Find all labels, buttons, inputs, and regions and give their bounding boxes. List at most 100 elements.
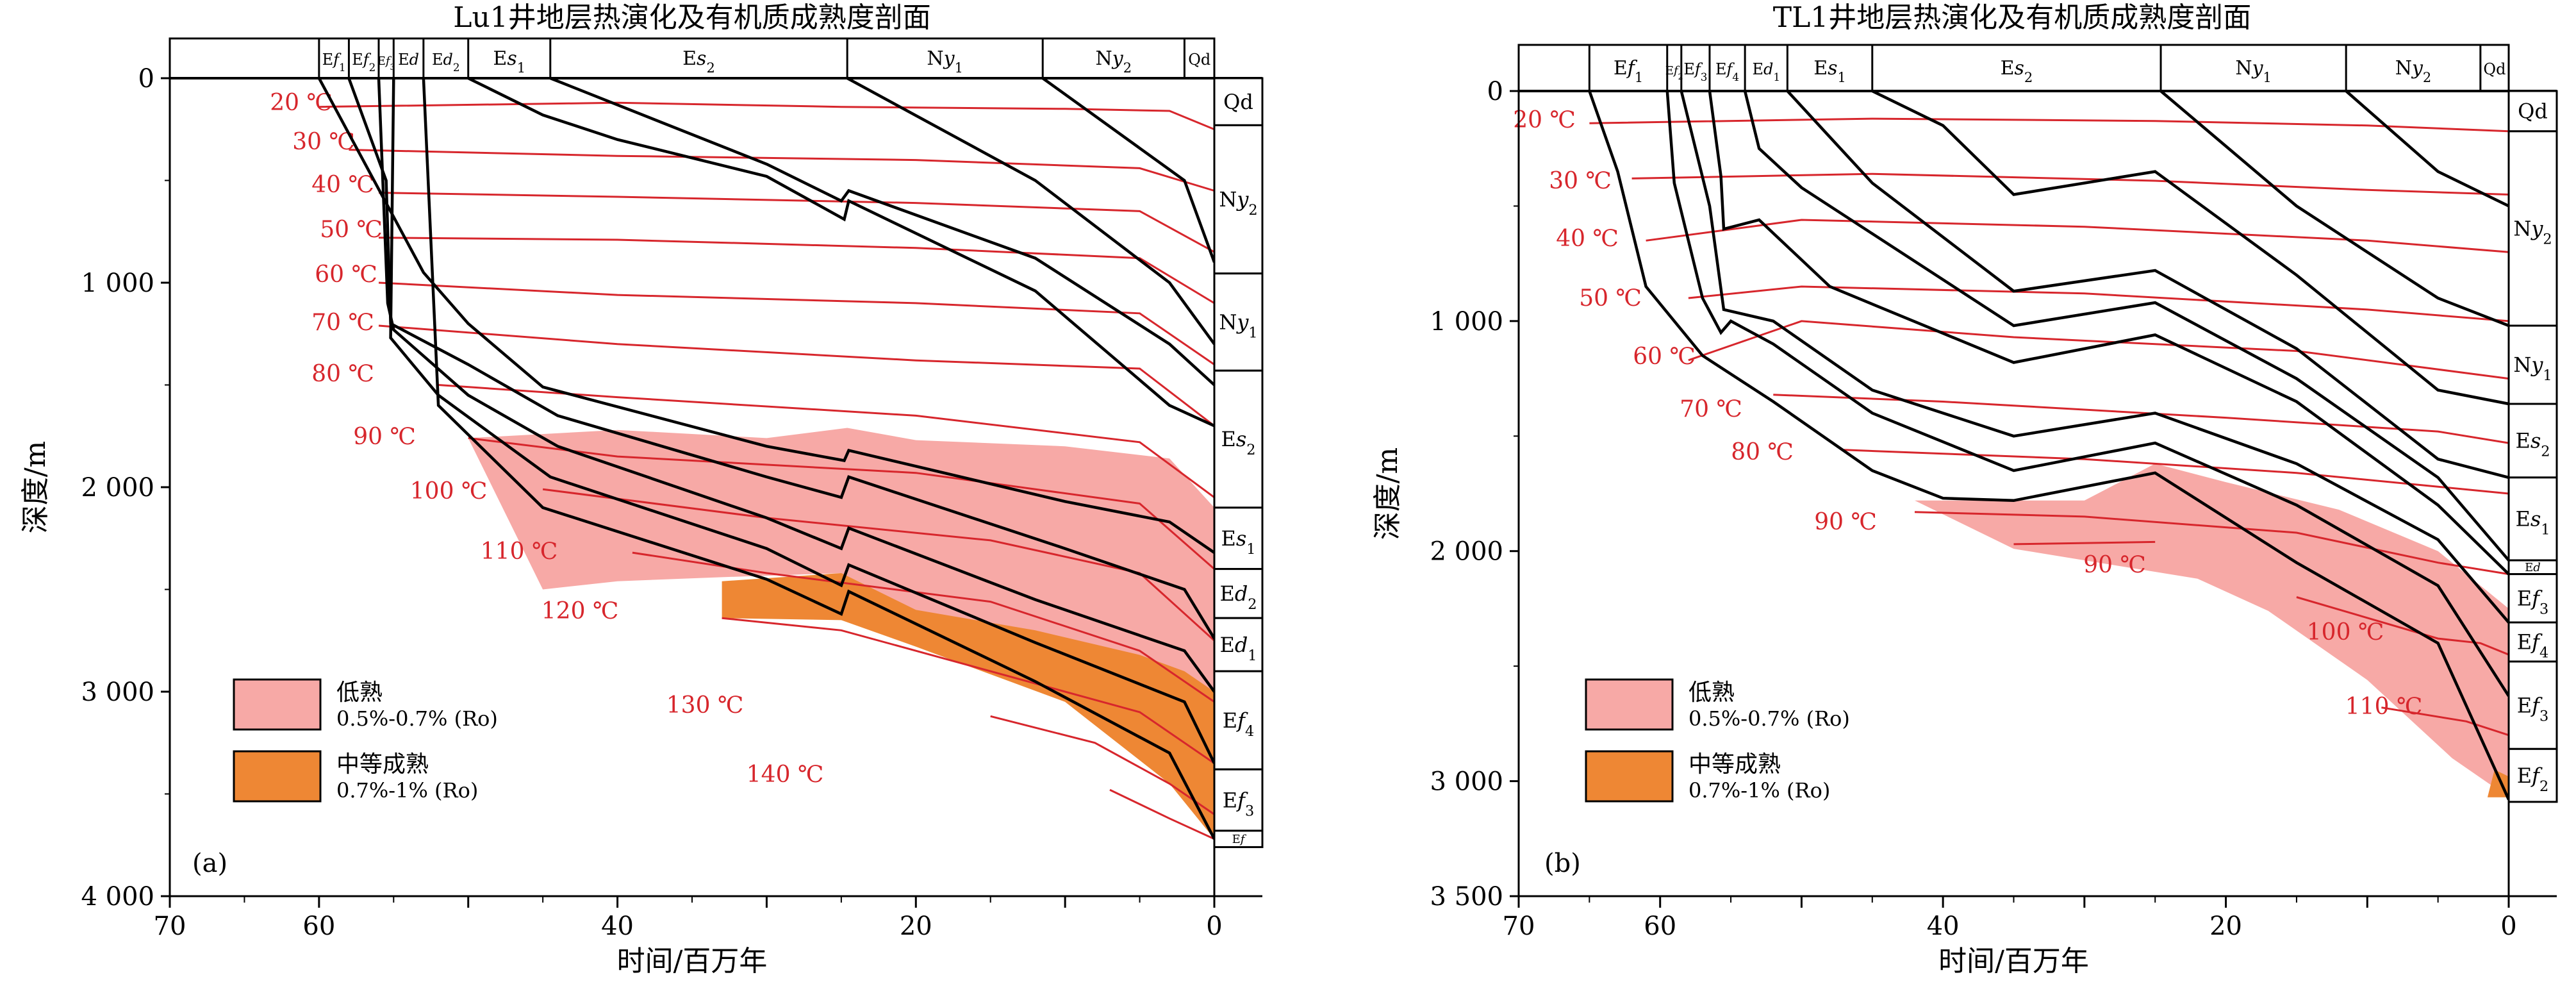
x-tick-label: 0 — [1206, 912, 1222, 941]
strata-header-label: Ny1 — [2235, 57, 2272, 85]
burial-curve — [1665, 90, 2510, 697]
strata-header-label: Ef2 — [352, 51, 376, 74]
isotherm-label: 30 ℃ — [292, 129, 355, 155]
isotherm-label: 80 ℃ — [311, 361, 374, 387]
strata-header-label: Ef4 — [1715, 60, 1739, 83]
x-axis-label: 时间/百万年 — [617, 945, 768, 978]
chart-title: TL1井地层热演化及有机质成熟度剖面 — [1773, 1, 2252, 34]
strata-header-label: Ny2 — [2395, 57, 2432, 85]
panel-label: (b) — [1544, 849, 1581, 878]
isotherm-line — [2381, 706, 2509, 737]
burial-curve — [1871, 89, 2509, 406]
legend-swatch-low — [233, 678, 322, 731]
chart-title: Lu1井地层热演化及有机质成熟度剖面 — [453, 1, 931, 34]
isotherm-line — [349, 149, 1215, 192]
isotherm-label: 50 ℃ — [320, 217, 383, 243]
isotherm-label: 70 ℃ — [311, 310, 374, 336]
strata-column-label: Ny1 — [1219, 310, 1257, 342]
isotherm-label: 100 ℃ — [2307, 619, 2384, 646]
strata-column-label: Ef3 — [1223, 788, 1254, 819]
isotherm-label: 60 ℃ — [1633, 344, 1696, 370]
isotherm-line — [378, 237, 1215, 304]
x-tick-label: 60 — [1644, 912, 1676, 941]
legend-label-mid: 中等成熟 — [1688, 751, 1781, 778]
strata-column-label: Ny1 — [2513, 353, 2552, 384]
strata-column-label: Qd — [2518, 99, 2548, 124]
strata-column-label: Ef3 — [2517, 586, 2548, 617]
legend-label-low: 低熟 — [1688, 680, 1735, 706]
isotherm-label: 40 ℃ — [1556, 226, 1619, 252]
strata-header-label: Ef1 — [1614, 57, 1643, 85]
strata-column-cell — [2507, 621, 2558, 663]
burial-curve — [2345, 90, 2509, 208]
strata-column-cell — [2507, 324, 2558, 405]
x-tick-label: 40 — [601, 912, 634, 941]
burial-curve — [347, 78, 1216, 640]
burial-curve — [1041, 77, 1216, 263]
burial-curve — [846, 77, 1216, 346]
x-tick-label: 60 — [302, 912, 335, 941]
strata-column-cell — [1213, 617, 1264, 672]
legend-swatch-mid — [233, 750, 322, 803]
isotherm-line — [1688, 320, 2509, 380]
y-tick-label: 2 000 — [1430, 537, 1503, 567]
burial-curve — [422, 78, 1216, 840]
strata-column-cell — [2507, 573, 2558, 624]
x-tick-label: 0 — [2500, 912, 2516, 941]
strata-header-label: Ed — [398, 51, 419, 69]
y-tick-label: 1 000 — [1430, 307, 1503, 337]
strata-column-label: Ed1 — [1219, 633, 1257, 664]
burial-curve — [389, 78, 1216, 764]
strata-column-label: Ny2 — [2513, 217, 2552, 248]
strata-column-label: Ed2 — [1219, 581, 1257, 613]
strata-header-label: Es2 — [2001, 57, 2033, 85]
strata-column-label: Qd — [1223, 90, 1253, 114]
strata-column-cell — [2507, 403, 2558, 479]
y-axis-label: 深度/m — [19, 441, 52, 534]
strata-header-label: Ny2 — [1096, 47, 1132, 76]
strata-header-label: Es2 — [682, 47, 715, 76]
strata-header-label: Es1 — [493, 47, 525, 76]
strata-column-cell — [2507, 476, 2558, 562]
strata-column-label: Ef2 — [2517, 763, 2548, 795]
isotherm-line — [1844, 449, 2509, 495]
strata-header-box — [1517, 44, 2510, 92]
y-tick-label: 0 — [138, 64, 154, 94]
isotherm-line — [378, 324, 1215, 427]
y-axis-label: 深度/m — [1371, 447, 1404, 540]
burial-curve — [2159, 90, 2509, 328]
strata-column-cell — [1213, 568, 1264, 619]
isotherm-label: 110 ℃ — [2345, 694, 2422, 720]
isotherm-label: 80 ℃ — [1731, 439, 1794, 465]
strata-column-label: Ed — [2525, 561, 2541, 574]
legend-label-mid: 中等成熟 — [336, 751, 429, 778]
strata-column-cell — [2507, 747, 2558, 803]
isotherm-line — [1589, 117, 2509, 133]
isotherm-line — [1688, 285, 2509, 322]
isotherm-line — [1773, 394, 2509, 444]
isotherm-label: 110 ℃ — [481, 538, 557, 565]
x-tick-label: 70 — [1503, 912, 1535, 941]
isotherm-line — [542, 488, 1216, 642]
legend-sublabel-mid: 0.7%-1% (Ro) — [336, 778, 478, 803]
strata-header-label: Ny1 — [927, 47, 963, 76]
isotherm-line — [2013, 540, 2156, 546]
isotherm-label: 90 ℃ — [1814, 509, 1877, 535]
strata-header-label: Ef1 — [322, 51, 346, 74]
isotherm-label: 70 ℃ — [1680, 396, 1742, 422]
strata-column-label: Ef4 — [1223, 708, 1254, 740]
isotherm-line — [2296, 596, 2509, 656]
legend-label-low: 低熟 — [336, 680, 383, 706]
chart-panel-a: Lu1井地层热演化及有机质成熟度剖面 20 ℃ 30 ℃ 40 ℃ 50 ℃ 60 ℃ 70… — [19, 1, 1264, 978]
chart-panel-b: TL1井地层热演化及有机质成熟度剖面 20 ℃ 30 ℃ 40 ℃ 50 ℃ 60 ℃ 70… — [1371, 1, 2558, 978]
strata-header-box — [169, 37, 1216, 79]
strata-column-cell — [2507, 130, 2558, 327]
strata-column-label: Es1 — [2515, 507, 2550, 538]
isotherm-line — [378, 281, 1215, 365]
strata-column-cell — [1213, 670, 1264, 771]
isotherm-line — [438, 384, 1215, 499]
burial-curve — [317, 77, 1216, 554]
y-tick-label: 0 — [1487, 77, 1503, 106]
burial-curve — [1743, 90, 2510, 562]
